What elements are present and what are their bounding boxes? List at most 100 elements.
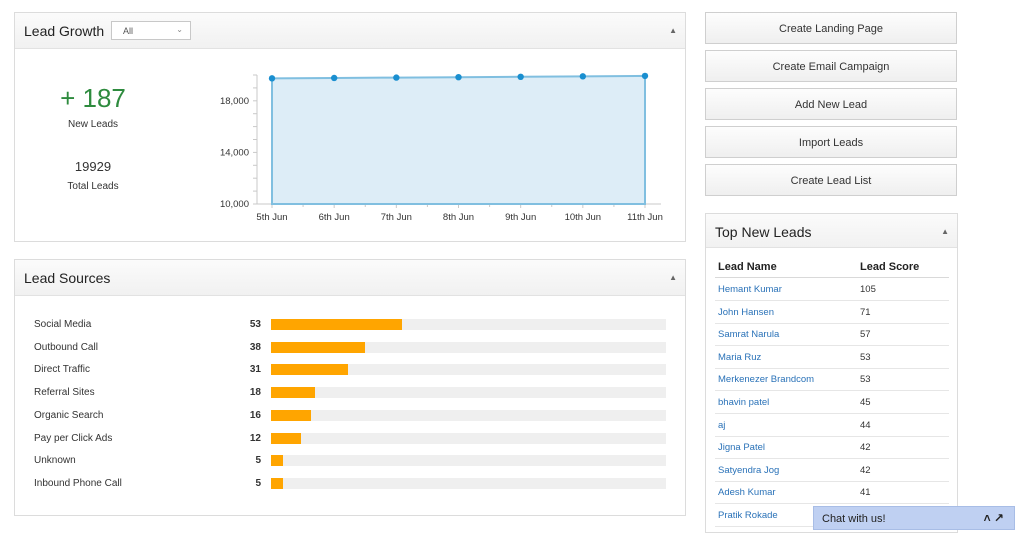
table-row: bhavin patel 45 <box>715 391 949 414</box>
table-row: Jigna Patel 42 <box>715 436 949 460</box>
lead-source-label: Direct Traffic <box>34 364 90 376</box>
x-tick-label: 8th Jun <box>443 212 474 223</box>
x-tick-label: 10th Jun <box>565 212 601 223</box>
lead-score: 57 <box>860 329 871 341</box>
lead-score: 53 <box>860 351 871 363</box>
lead-source-count: 5 <box>255 477 261 489</box>
lead-name-link[interactable]: Merkenezer Brandcom <box>718 374 815 386</box>
expand-chat-icon[interactable]: ˄ ↗ <box>983 511 1004 525</box>
table-row: Satyendra Jog 42 <box>715 459 949 482</box>
create-landing-page-button[interactable]: Create Landing Page <box>705 12 957 44</box>
lead-name-link[interactable]: Maria Ruz <box>718 351 762 363</box>
lead-source-label: Referral Sites <box>34 387 95 399</box>
x-tick-label: 9th Jun <box>505 212 536 223</box>
y-tick-label: 18,000 <box>220 96 249 107</box>
lead-source-label: Inbound Phone Call <box>34 477 122 489</box>
lead-source-bar <box>271 477 284 489</box>
x-tick-label: 5th Jun <box>256 212 287 223</box>
lead-source-bar-track <box>271 409 666 421</box>
lead-source-row: Organic Search 16 <box>15 405 675 427</box>
lead-source-bar <box>271 341 365 353</box>
lead-sources-header: Lead Sources ▲ <box>15 260 685 296</box>
total-leads-label: Total Leads <box>67 181 119 192</box>
top-new-leads-header: Top New Leads ▲ <box>706 214 957 248</box>
area-series <box>271 74 646 205</box>
data-point <box>330 74 338 82</box>
lead-source-count: 12 <box>249 432 261 444</box>
lead-source-count: 31 <box>249 364 261 376</box>
table-row: John Hansen 71 <box>715 301 949 324</box>
data-point <box>393 74 400 81</box>
lead-sources-title: Lead Sources <box>24 270 111 286</box>
table-row: aj 44 <box>715 414 949 437</box>
lead-source-row: Direct Traffic 31 <box>15 359 675 381</box>
lead-source-bar <box>271 455 284 467</box>
chevron-down-icon: ⌄ <box>176 25 183 34</box>
y-tick-label: 14,000 <box>220 147 249 158</box>
lead-score: 42 <box>860 442 871 454</box>
lead-source-bar-track <box>271 341 666 353</box>
collapse-icon[interactable]: ▲ <box>669 26 677 35</box>
x-tick-label: 11th Jun <box>627 212 663 223</box>
collapse-icon[interactable]: ▲ <box>941 227 949 236</box>
data-point <box>268 75 276 82</box>
lead-name-link[interactable]: aj <box>718 419 726 431</box>
lead-name-link[interactable]: Pratik Rokade <box>718 510 778 521</box>
chat-widget-bar[interactable]: Chat with us! ˄ ↗ <box>813 506 1015 530</box>
lead-name-link[interactable]: Samrat Narula <box>718 329 780 341</box>
lead-source-bar <box>271 409 311 421</box>
lead-source-row: Outbound Call 38 <box>15 337 675 359</box>
lead-growth-title: Lead Growth <box>24 23 105 39</box>
lead-name-link[interactable]: John Hansen <box>718 306 774 318</box>
lead-source-row: Referral Sites 18 <box>15 382 675 404</box>
total-leads-value: 19929 <box>74 159 112 174</box>
lead-source-label: Organic Search <box>34 409 104 421</box>
lead-name-link[interactable]: Hemant Kumar <box>718 284 782 295</box>
lead-name-link[interactable]: bhavin patel <box>718 397 770 408</box>
lead-growth-header: Lead Growth All ⌄ ▲ <box>15 13 685 49</box>
new-leads-value: + 187 <box>60 83 126 113</box>
lead-name-link[interactable]: Satyendra Jog <box>718 464 780 476</box>
x-tick-label: 6th Jun <box>319 212 350 223</box>
lead-source-row: Inbound Phone Call 5 <box>15 473 675 495</box>
add-new-lead-button[interactable]: Add New Lead <box>705 88 957 120</box>
lead-source-label: Pay per Click Ads <box>34 432 113 444</box>
new-leads-label: New Leads <box>67 119 119 130</box>
table-row: Merkenezer Brandcom 53 <box>715 368 949 392</box>
lead-score: 53 <box>860 374 871 386</box>
lead-source-bar <box>271 319 402 330</box>
filter-value: All <box>123 26 134 36</box>
top-new-leads-panel: Top New Leads ▲ Lead Name Lead Score Hem… <box>705 213 958 533</box>
lead-growth-filter-select[interactable]: All ⌄ <box>111 21 191 40</box>
data-point <box>579 73 587 80</box>
lead-score: 44 <box>860 419 871 431</box>
table-row: Hemant Kumar 105 <box>715 278 949 301</box>
lead-source-bar-track <box>271 455 666 467</box>
lead-name-link[interactable]: Jigna Patel <box>718 442 766 454</box>
lead-source-bar-track <box>271 319 666 330</box>
lead-source-label: Unknown <box>34 455 76 467</box>
lead-source-bar-track <box>271 387 666 399</box>
lead-source-count: 38 <box>249 341 261 353</box>
import-leads-button[interactable]: Import Leads <box>705 126 957 158</box>
lead-source-bar-track <box>271 364 666 376</box>
lead-score: 71 <box>860 306 871 318</box>
table-row: Maria Ruz 53 <box>715 346 949 369</box>
top-new-leads-title: Top New Leads <box>715 224 812 240</box>
lead-score: 105 <box>860 284 876 295</box>
table-row: Adesh Kumar 41 <box>715 481 949 505</box>
lead-score: 45 <box>860 397 871 408</box>
create-email-campaign-button[interactable]: Create Email Campaign <box>705 50 957 82</box>
collapse-icon[interactable]: ▲ <box>669 273 677 282</box>
lead-source-count: 18 <box>249 387 261 399</box>
lead-source-label: Social Media <box>34 319 92 330</box>
lead-growth-panel: Lead Growth All ⌄ ▲ + 187 New Leads 1992… <box>14 12 686 242</box>
data-point <box>641 72 649 80</box>
lead-name-link[interactable]: Adesh Kumar <box>718 487 776 499</box>
lead-score: 41 <box>860 487 871 499</box>
lead-source-count: 16 <box>249 409 261 421</box>
lead-score-column-header: Lead Score <box>860 261 920 273</box>
create-lead-list-button[interactable]: Create Lead List <box>705 164 957 196</box>
lead-source-bar-track <box>271 432 666 444</box>
lead-source-bar <box>271 387 316 399</box>
